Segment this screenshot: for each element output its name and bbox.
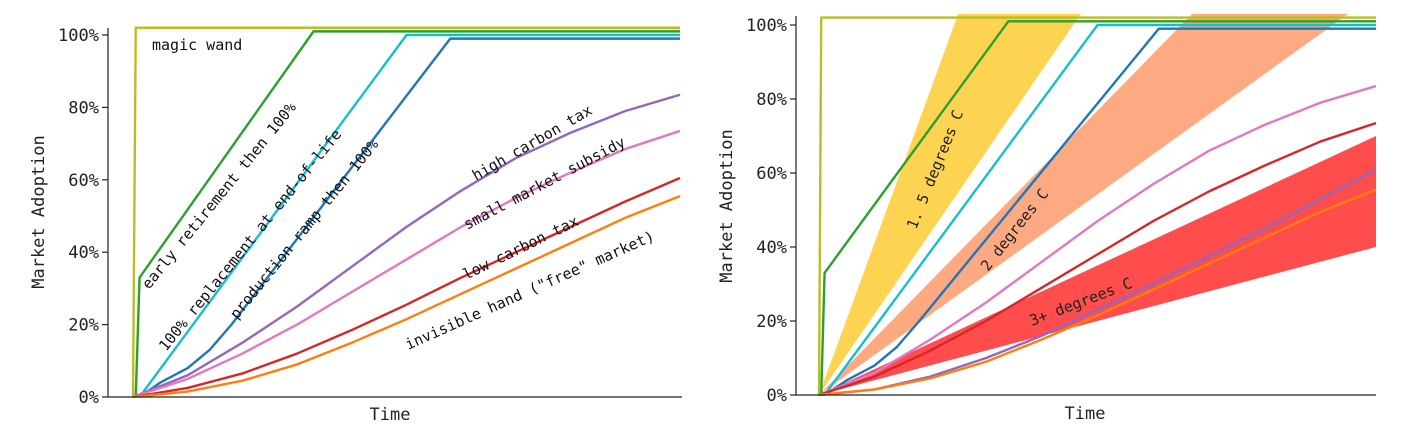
series-low-carbon-tax (132, 176, 681, 399)
series-low-carbon-tax (818, 121, 1377, 397)
y-tick-label: 0% (767, 386, 787, 406)
y-tick-label: 60% (68, 171, 99, 191)
label-small-market-subsidy: small market subsidy (460, 133, 628, 234)
series-invisible-hand-free-market (132, 194, 681, 399)
series-small-market-subsidy (132, 129, 681, 399)
band-3-degrees-c (819, 136, 1376, 395)
series-early-retirement-then-100 (134, 30, 680, 398)
series-early-retirement-then-100 (820, 20, 1376, 396)
right-x-axis-title: Time (1065, 404, 1106, 424)
y-tick-label: 80% (756, 90, 787, 110)
y-tick-label: 40% (756, 238, 787, 258)
series-magic-wand (817, 16, 1376, 396)
y-tick-label: 100% (746, 16, 787, 36)
right-bands (819, 13, 1376, 396)
series-high-carbon-tax (132, 93, 681, 399)
left-ticks: 0% 20% 40% 60% 80% 100% (58, 26, 108, 408)
series-small-market-subsidy (818, 84, 1377, 397)
right-y-axis-title: Market Adoption (717, 129, 737, 283)
y-tick-label: 100% (58, 26, 99, 46)
series-high-carbon-tax (818, 168, 1377, 397)
label-magic-wand: magic wand (152, 36, 242, 54)
series-magic-wand (131, 26, 680, 398)
y-tick-label: 60% (756, 164, 787, 184)
left-chart: 0%20%40%60%80%100% Time Market Adoption … (29, 26, 682, 425)
left-x-axis-title: Time (370, 405, 411, 425)
right-series (817, 16, 1377, 397)
series-production-ramp-then-100 (823, 27, 1376, 396)
right-ticks: 0% 20% 40% 60% 80% 100% (746, 16, 796, 406)
y-tick-label: 20% (756, 312, 787, 332)
left-series (131, 26, 681, 399)
series-invisible-hand-free-market (818, 188, 1377, 397)
left-curve-labels: magic wand early retirement then 100% 10… (138, 36, 657, 355)
band-2-degrees-c (819, 13, 1349, 396)
y-tick-label: 20% (68, 316, 99, 336)
y-tick-label: 80% (68, 98, 99, 118)
y-tick-label: 40% (68, 243, 99, 263)
series-100-replacement-at-end-of-life (138, 33, 680, 398)
right-chart: 0%20%40%60%80%100% Time Market Adoption … (717, 13, 1377, 424)
series-production-ramp-then-100 (138, 37, 680, 398)
band-1-5-degrees-c (819, 13, 1081, 396)
y-tick-label: 0% (79, 388, 99, 408)
series-100-replacement-at-end-of-life (823, 23, 1376, 396)
left-y-axis-title: Market Adoption (29, 135, 49, 289)
